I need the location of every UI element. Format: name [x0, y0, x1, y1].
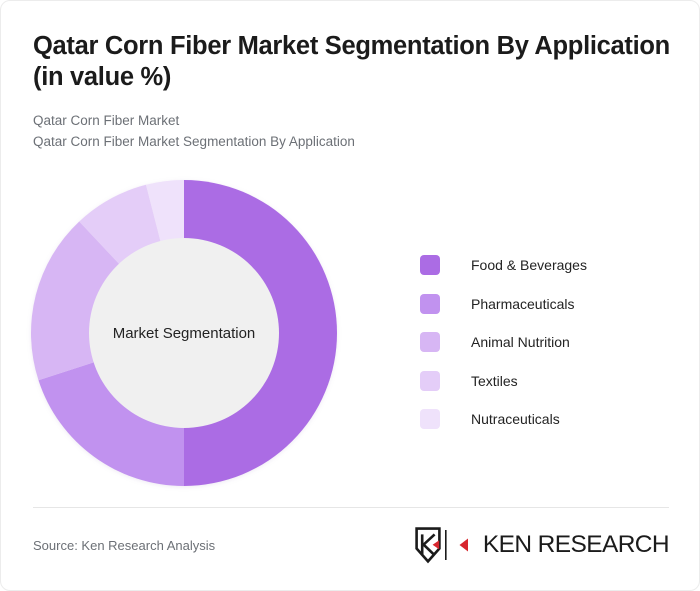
legend-swatch	[420, 255, 440, 276]
chart-legend: Food & Beverages Pharmaceuticals Animal Nu…	[420, 246, 587, 439]
legend-swatch	[420, 293, 440, 314]
legend-item[interactable]: Food & Beverages	[420, 246, 587, 285]
legend-item-label: Pharmaceuticals	[471, 295, 575, 312]
donut-chart-svg	[31, 180, 337, 486]
donut-chart: Market Segmentation	[31, 180, 337, 486]
donut-hole	[89, 238, 279, 428]
legend-item-label: Animal Nutrition	[471, 334, 570, 351]
subtitle-group: Qatar Corn Fiber Market Qatar Corn Fiber…	[33, 111, 673, 153]
legend-item[interactable]: Pharmaceuticals	[420, 285, 587, 324]
ken-research-logo: KEN RESEARCH	[414, 526, 670, 564]
ken-research-wordmark: KEN RESEARCH	[482, 530, 670, 558]
legend-swatch	[420, 332, 440, 353]
page-title: Qatar Corn Fiber Market Segmentation By …	[33, 32, 670, 92]
legend-item[interactable]: Animal Nutrition	[420, 323, 587, 362]
legend-item[interactable]: Textiles	[420, 362, 587, 401]
source-note: Source: Ken Research Analysis	[33, 538, 216, 553]
ken-research-red-arrow-icon	[459, 538, 468, 552]
chart-header: Qatar Corn Fiber Market Segmentation By …	[33, 31, 673, 153]
footer-divider	[33, 507, 669, 508]
subtitle-market-name: Qatar Corn Fiber Market	[33, 113, 180, 129]
legend-swatch	[420, 409, 440, 430]
legend-item-label: Nutraceuticals	[471, 411, 560, 428]
subtitle-segmentation: Qatar Corn Fiber Market Segmentation By …	[33, 134, 355, 150]
legend-item-label: Food & Beverages	[471, 257, 587, 274]
ken-research-shield-k-logo-icon	[415, 527, 447, 564]
chart-area: Market Segmentation Food & Beverages Phar…	[1, 171, 699, 496]
legend-item-label: Textiles	[471, 372, 518, 389]
legend-swatch	[420, 370, 440, 391]
legend-item[interactable]: Nutraceuticals	[420, 400, 587, 439]
